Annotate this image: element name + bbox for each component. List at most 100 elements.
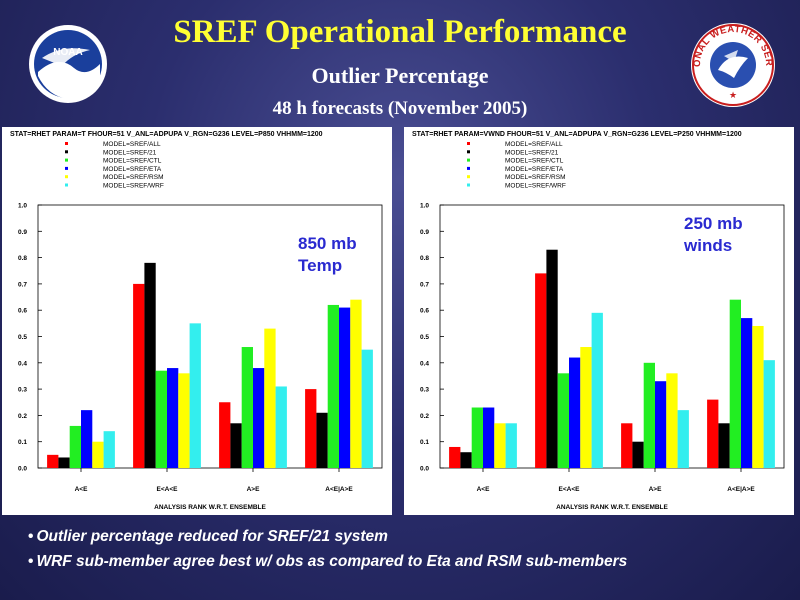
bar (763, 360, 775, 468)
annotation-line-1: 850 mb (298, 234, 357, 253)
bar (350, 299, 362, 468)
bar (655, 381, 667, 468)
chart-title: STAT=RHET PARAM=VWND FHOUR=51 V_ANL=ADPU… (412, 131, 742, 138)
legend-entry: MODEL=SREF/ALL (505, 141, 563, 148)
bar (47, 454, 59, 468)
y-tick-label: 0.4 (420, 360, 429, 367)
legend-swatch (467, 166, 470, 170)
x-tick-label: E<A<E (157, 486, 179, 493)
x-axis-label: ANALYSIS RANK W.R.T. ENSEMBLE (154, 504, 266, 511)
y-tick-label: 0.5 (18, 334, 27, 341)
bar (643, 362, 655, 468)
bar (275, 386, 287, 468)
bar (327, 304, 339, 468)
bar (632, 441, 644, 468)
x-axis-label: ANALYSIS RANK W.R.T. ENSEMBLE (556, 504, 668, 511)
y-tick-label: 0.9 (18, 229, 27, 236)
noaa-logo: NOAA (28, 24, 108, 109)
x-tick-label: A<E (75, 486, 88, 493)
bar (316, 412, 328, 468)
legend-swatch (65, 166, 68, 170)
bar (752, 325, 764, 468)
bar (471, 407, 483, 468)
y-tick-label: 1.0 (420, 203, 429, 210)
legend-entry: MODEL=SREF/21 (505, 149, 559, 156)
legend-entry: MODEL=SREF/CTL (103, 158, 162, 165)
legend-entry: MODEL=SREF/ALL (103, 141, 161, 148)
bar (505, 423, 517, 468)
bullet-text: WRF sub-member agree best w/ obs as comp… (36, 553, 628, 570)
x-tick-label: E<A<E (559, 486, 581, 493)
x-tick-label: A<E|A>E (727, 486, 755, 493)
chart-850mb-temp: STAT=RHET PARAM=T FHOUR=51 V_ANL=ADPUPA … (2, 127, 392, 515)
y-tick-label: 0.1 (18, 439, 27, 446)
annotation-line-2: Temp (298, 256, 343, 275)
chart-title: STAT=RHET PARAM=T FHOUR=51 V_ANL=ADPUPA … (10, 131, 323, 138)
legend-entry: MODEL=SREF/WRF (103, 183, 164, 190)
annotation-line-2: winds (684, 236, 733, 255)
bar (580, 347, 592, 468)
y-tick-label: 0.0 (420, 466, 429, 473)
bar (241, 347, 253, 468)
nws-logo: NATIONAL WEATHER SERVICE ★ (686, 14, 776, 113)
y-tick-label: 0.8 (420, 255, 429, 262)
y-tick-label: 0.7 (420, 281, 429, 288)
legend-entry: MODEL=SREF/CTL (505, 158, 564, 165)
y-tick-label: 0.7 (18, 281, 27, 288)
x-tick-label: A>E (247, 486, 260, 493)
y-tick-label: 0.4 (18, 360, 27, 367)
bullet-text: Outlier percentage reduced for SREF/21 s… (36, 528, 388, 545)
bar (155, 370, 167, 468)
legend-entry: MODEL=SREF/ETA (103, 166, 162, 173)
bar (339, 307, 351, 468)
bar (167, 368, 179, 468)
bar (483, 407, 495, 468)
bar (707, 399, 719, 468)
x-tick-label: A<E (477, 486, 490, 493)
noaa-logo-text: NOAA (53, 47, 82, 58)
legend-entry: MODEL=SREF/WRF (505, 183, 566, 190)
legend-swatch (65, 142, 68, 145)
bar (178, 373, 190, 468)
bar (189, 323, 201, 468)
bar (718, 423, 730, 468)
bar (677, 410, 689, 468)
page-title: SREF Operational Performance (173, 14, 627, 50)
bar (133, 283, 145, 468)
bar (494, 423, 506, 468)
star-icon: ★ (729, 90, 737, 100)
legend-swatch (467, 183, 470, 187)
bullet-list: • Outlier percentage reduced for SREF/21 … (28, 528, 788, 578)
legend-entry: MODEL=SREF/RSM (505, 174, 566, 181)
chart-850mb-temp-annotation: 850 mb Temp (298, 233, 357, 277)
bar (557, 373, 569, 468)
bar (305, 389, 317, 468)
legend-swatch (65, 158, 68, 162)
bar (449, 446, 461, 468)
bar (144, 262, 156, 468)
bar (58, 457, 70, 468)
y-tick-label: 0.3 (18, 387, 27, 394)
bar (666, 373, 678, 468)
y-tick-label: 0.1 (420, 439, 429, 446)
y-tick-label: 1.0 (18, 203, 27, 210)
y-tick-label: 0.2 (18, 413, 27, 420)
page-subsubtitle: 48 h forecasts (November 2005) (272, 98, 528, 119)
legend-entry: MODEL=SREF/RSM (103, 174, 164, 181)
bar (92, 441, 104, 468)
legend-swatch (65, 150, 68, 154)
y-tick-label: 0.5 (420, 334, 429, 341)
y-tick-label: 0.3 (420, 387, 429, 394)
legend-swatch (467, 175, 470, 179)
page-subtitle: Outlier Percentage (311, 63, 489, 88)
bar (230, 423, 242, 468)
y-tick-label: 0.8 (18, 255, 27, 262)
legend-entry: MODEL=SREF/ETA (505, 166, 564, 173)
bar (621, 423, 633, 468)
y-tick-label: 0.0 (18, 466, 27, 473)
legend-swatch (65, 183, 68, 187)
x-tick-label: A<E|A>E (325, 486, 353, 493)
bar (81, 410, 93, 468)
bullet-item: • Outlier percentage reduced for SREF/21 … (28, 528, 788, 546)
bar (535, 273, 547, 468)
